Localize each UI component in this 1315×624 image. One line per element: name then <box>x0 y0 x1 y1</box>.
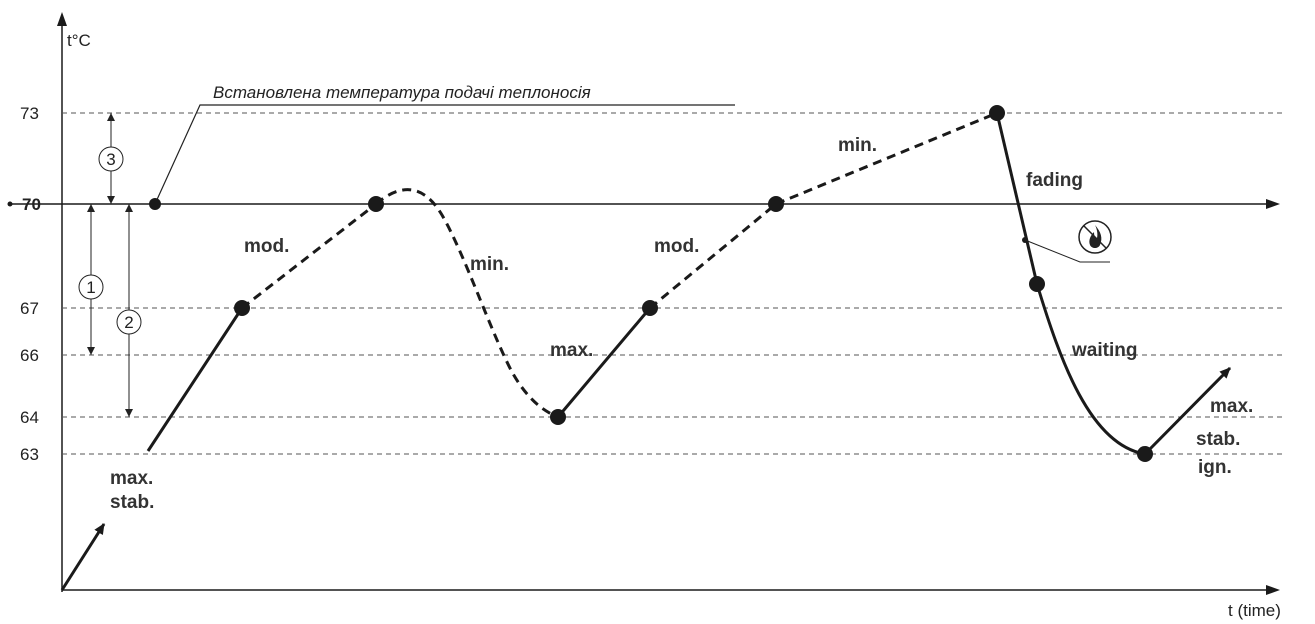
hysteresis-2-circle <box>116 309 142 335</box>
start-arrow <box>60 523 106 591</box>
hysteresis-3-circle <box>98 146 124 172</box>
phase-label-fading: fading <box>1026 170 1083 191</box>
phase-label-end-stab: stab. <box>1196 429 1240 450</box>
phase-label-max-2: max. <box>550 340 593 361</box>
curve-node <box>550 409 566 425</box>
y-tick-67: 67 <box>20 299 39 318</box>
curve-node <box>1029 276 1045 292</box>
curve-segment-waiting <box>1035 283 1146 456</box>
hysteresis-3-arrow-bottom <box>107 196 115 204</box>
hysteresis-1-label: 1 <box>86 278 95 297</box>
phase-label-end-ign: ign. <box>1198 457 1232 478</box>
y-tick-70: 70 <box>22 195 41 214</box>
y-tick-73: 73 <box>20 104 39 123</box>
hysteresis-3-arrow-top <box>107 113 115 121</box>
phase-label-mod-2: mod. <box>654 236 699 257</box>
phase-label-end-max: max. <box>1210 396 1253 417</box>
setpoint-note-leader <box>154 104 735 205</box>
phase-label-start-stab: stab. <box>110 492 154 513</box>
curve-node <box>234 300 250 316</box>
curve-segment-max-2 <box>556 307 652 418</box>
curve-node <box>989 105 1005 121</box>
hysteresis-2-label: 2 <box>124 313 133 332</box>
y-axis-label: t°C <box>67 31 91 50</box>
hysteresis-1-arrow-top <box>87 204 95 212</box>
curve-segment-mod-1 <box>241 202 377 310</box>
curve-segment-fading <box>995 112 1039 285</box>
curve-node <box>642 300 658 316</box>
x-axis-label: t (time) <box>1228 601 1281 620</box>
curve-node <box>368 196 384 212</box>
curve-segment-mod-2 <box>649 202 777 310</box>
curve-node <box>1137 446 1153 462</box>
curve-segment-max-1 <box>146 307 244 452</box>
curve-node <box>768 196 784 212</box>
setpoint-note: Встановлена температура подачі теплоносі… <box>213 83 591 102</box>
setpoint-origin-dot <box>7 201 13 207</box>
x-axis-arrow <box>1266 585 1280 595</box>
no-flame-leader <box>1024 239 1110 263</box>
hysteresis-1-arrow-bottom <box>87 347 95 355</box>
no-flame-icon <box>1078 220 1112 254</box>
hysteresis-1-circle <box>78 274 104 300</box>
phase-label-min-2: min. <box>838 135 877 156</box>
setpoint-note-dot <box>149 198 161 210</box>
y-tick-63: 63 <box>20 445 39 464</box>
curve-segment-min-1 <box>375 188 559 419</box>
curve-segment-restart <box>1143 366 1232 456</box>
hysteresis-2-arrow-top <box>125 204 133 212</box>
phase-label-min-1: min. <box>470 254 509 275</box>
hysteresis-3-label: 3 <box>106 150 115 169</box>
setpoint-arrow <box>1266 199 1280 209</box>
hysteresis-2-arrow-bottom <box>125 409 133 417</box>
y-tick-66: 66 <box>20 346 39 365</box>
phase-label-waiting: waiting <box>1071 340 1137 361</box>
y-tick-64: 64 <box>20 408 39 427</box>
phase-label-mod-1: mod. <box>244 236 289 257</box>
curve-segment-min-2 <box>775 111 998 206</box>
y-axis-arrow <box>57 12 67 26</box>
phase-label-start-max: max. <box>110 468 153 489</box>
